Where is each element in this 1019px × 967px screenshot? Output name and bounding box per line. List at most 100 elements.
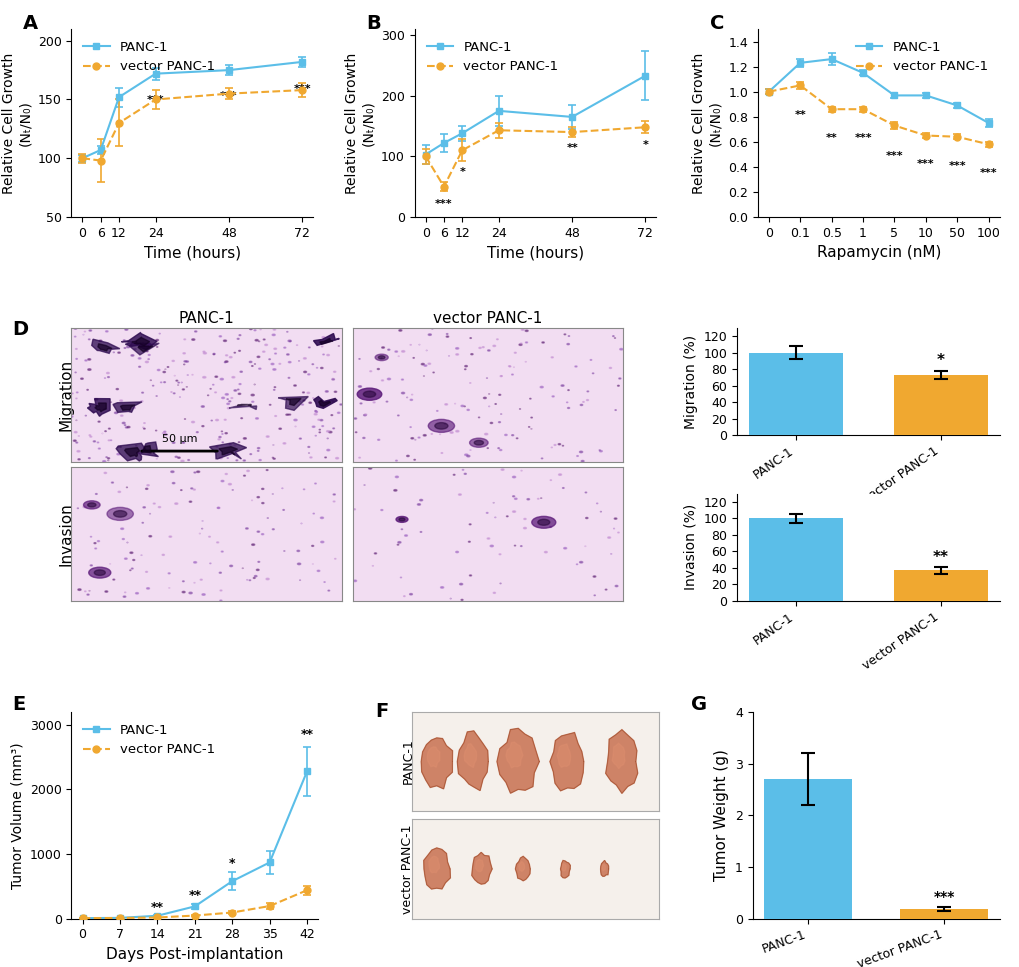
Circle shape	[98, 541, 100, 542]
Circle shape	[116, 389, 118, 390]
Circle shape	[464, 473, 466, 475]
Circle shape	[537, 519, 549, 525]
Circle shape	[170, 471, 174, 473]
Circle shape	[182, 442, 184, 443]
Circle shape	[146, 488, 148, 489]
Circle shape	[219, 336, 221, 337]
Circle shape	[467, 455, 470, 456]
Circle shape	[239, 371, 243, 372]
Circle shape	[228, 444, 231, 445]
Circle shape	[262, 351, 265, 352]
Circle shape	[333, 494, 335, 495]
Circle shape	[465, 454, 468, 455]
Circle shape	[218, 439, 220, 440]
Circle shape	[423, 434, 426, 436]
Circle shape	[525, 330, 528, 332]
Polygon shape	[464, 744, 476, 768]
Circle shape	[335, 457, 338, 459]
Circle shape	[363, 415, 366, 416]
Circle shape	[266, 578, 269, 580]
Polygon shape	[421, 738, 452, 789]
Text: ***: ***	[147, 95, 164, 104]
Circle shape	[333, 371, 335, 372]
Circle shape	[440, 587, 443, 588]
Polygon shape	[519, 862, 524, 871]
Circle shape	[262, 503, 264, 504]
Circle shape	[378, 356, 384, 359]
Circle shape	[225, 355, 227, 356]
Circle shape	[354, 418, 357, 419]
Circle shape	[417, 504, 420, 505]
Circle shape	[107, 457, 109, 458]
Circle shape	[286, 354, 288, 355]
Circle shape	[122, 423, 125, 424]
Circle shape	[428, 334, 431, 336]
Circle shape	[217, 508, 219, 509]
Circle shape	[365, 414, 367, 415]
Circle shape	[499, 450, 501, 451]
Circle shape	[304, 358, 306, 359]
Y-axis label: Migration: Migration	[58, 359, 73, 431]
Text: ***: ***	[220, 91, 237, 102]
Circle shape	[193, 489, 196, 490]
Circle shape	[70, 416, 73, 417]
Circle shape	[298, 563, 301, 565]
Circle shape	[514, 498, 517, 499]
Circle shape	[484, 433, 487, 435]
Circle shape	[132, 560, 135, 561]
Circle shape	[405, 535, 407, 537]
Circle shape	[401, 351, 405, 352]
Circle shape	[531, 516, 555, 528]
Circle shape	[580, 404, 582, 405]
Polygon shape	[143, 446, 151, 453]
Circle shape	[307, 393, 310, 394]
Circle shape	[318, 420, 320, 421]
X-axis label: Time (hours): Time (hours)	[144, 246, 240, 260]
Circle shape	[223, 340, 226, 341]
Circle shape	[157, 369, 160, 370]
Circle shape	[271, 364, 274, 365]
Circle shape	[419, 499, 422, 501]
Y-axis label: Relative Cell Growth
(Nₜ/N₀): Relative Cell Growth (Nₜ/N₀)	[2, 52, 33, 193]
Text: ***: ***	[948, 161, 965, 170]
Circle shape	[77, 458, 81, 460]
Circle shape	[297, 550, 300, 551]
Circle shape	[315, 411, 317, 412]
Text: ***: ***	[435, 199, 452, 209]
Polygon shape	[141, 442, 158, 456]
Circle shape	[182, 389, 184, 390]
Circle shape	[213, 353, 215, 354]
Circle shape	[283, 347, 285, 348]
Circle shape	[229, 357, 232, 358]
Circle shape	[377, 439, 379, 440]
Circle shape	[197, 471, 200, 473]
Circle shape	[312, 545, 314, 546]
Circle shape	[114, 412, 117, 414]
Circle shape	[104, 408, 106, 410]
Polygon shape	[605, 730, 637, 793]
Circle shape	[254, 575, 257, 576]
Circle shape	[461, 405, 464, 407]
Circle shape	[225, 361, 228, 363]
Polygon shape	[428, 856, 439, 872]
Polygon shape	[496, 728, 539, 793]
Circle shape	[180, 460, 183, 462]
Circle shape	[358, 386, 361, 387]
X-axis label: Rapamycin (nM): Rapamycin (nM)	[816, 246, 940, 260]
Circle shape	[252, 401, 254, 402]
Circle shape	[525, 342, 527, 343]
Circle shape	[407, 455, 409, 456]
Circle shape	[380, 510, 382, 511]
Circle shape	[118, 352, 120, 353]
Circle shape	[339, 404, 342, 405]
X-axis label: Time (hours): Time (hours)	[486, 246, 584, 260]
Bar	[893, 375, 986, 435]
Circle shape	[226, 403, 229, 404]
Circle shape	[172, 442, 174, 444]
Circle shape	[550, 357, 552, 358]
Circle shape	[265, 344, 267, 345]
Circle shape	[320, 420, 322, 421]
Circle shape	[195, 331, 197, 332]
Circle shape	[93, 441, 96, 442]
Circle shape	[471, 354, 473, 355]
